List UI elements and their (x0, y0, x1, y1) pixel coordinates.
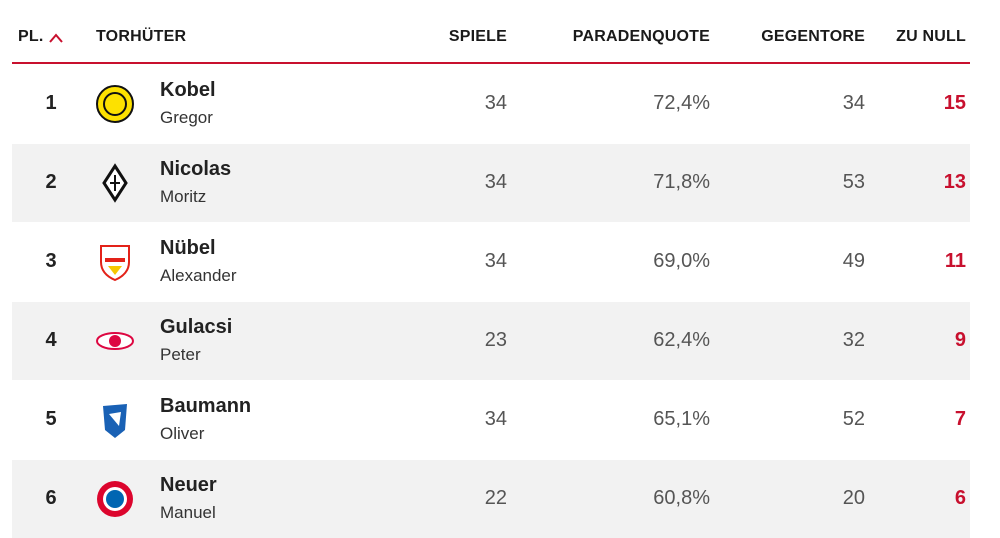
rank: 6 (45, 487, 57, 509)
clean-sheets: 11 (944, 250, 966, 272)
clean-sheets: 6 (954, 487, 966, 509)
first-name[interactable]: Peter (160, 345, 201, 364)
last-name[interactable]: Kobel (160, 79, 216, 101)
row-background (12, 460, 970, 538)
clean-sheets: 15 (943, 92, 966, 114)
club-logo (95, 321, 135, 361)
first-name[interactable]: Alexander (160, 266, 237, 285)
goals-against: 49 (842, 250, 865, 272)
rank: 1 (45, 92, 57, 114)
games: 34 (484, 171, 507, 193)
clean-sheets: 9 (954, 329, 966, 351)
header-rule (12, 62, 970, 64)
save-rate: 71,8% (653, 171, 710, 193)
row-background (12, 144, 970, 222)
save-rate: 62,4% (653, 329, 710, 351)
sort-caret[interactable] (48, 32, 64, 44)
last-name[interactable]: Gulacsi (160, 316, 233, 338)
first-name[interactable]: Manuel (160, 503, 216, 522)
games: 34 (484, 92, 507, 114)
club-logo (95, 242, 135, 282)
games: 23 (484, 329, 507, 351)
club-logo (95, 163, 135, 203)
first-name[interactable]: Gregor (160, 108, 213, 127)
rank: 4 (45, 329, 57, 351)
last-name[interactable]: Nicolas (160, 158, 232, 180)
row-background (12, 302, 970, 380)
goals-against: 53 (842, 171, 865, 193)
goals-against: 34 (842, 92, 865, 114)
club-logo (95, 479, 135, 519)
save-rate: 72,4% (653, 92, 710, 114)
first-name[interactable]: Oliver (160, 424, 205, 443)
last-name[interactable]: Baumann (160, 395, 252, 417)
save-rate: 60,8% (653, 487, 710, 509)
games: 22 (484, 487, 507, 509)
games: 34 (484, 408, 507, 430)
goals-against: 32 (842, 329, 865, 351)
save-rate: 65,1% (653, 408, 710, 430)
header-clean-sheets[interactable]: ZU NULL (896, 28, 966, 45)
goals-against: 52 (842, 408, 865, 430)
rank: 3 (45, 250, 57, 272)
header-rank[interactable]: PL. (18, 28, 44, 45)
header-games[interactable]: SPIELE (448, 28, 507, 45)
games: 34 (484, 250, 507, 272)
save-rate: 69,0% (653, 250, 710, 272)
last-name[interactable]: Nübel (160, 237, 216, 259)
last-name[interactable]: Neuer (160, 474, 217, 496)
clean-sheets: 7 (954, 408, 966, 430)
header-goals-against[interactable]: GEGENTORE (761, 28, 865, 45)
rank: 2 (45, 171, 57, 193)
header-keeper[interactable]: TORHÜTER (96, 28, 187, 45)
goals-against: 20 (842, 487, 865, 509)
header-save-rate[interactable]: PARADENQUOTE (572, 28, 710, 45)
first-name[interactable]: Moritz (160, 187, 207, 206)
clean-sheets: 13 (943, 171, 966, 193)
rank: 5 (45, 408, 57, 430)
club-logo (95, 400, 135, 440)
club-logo (95, 84, 135, 124)
